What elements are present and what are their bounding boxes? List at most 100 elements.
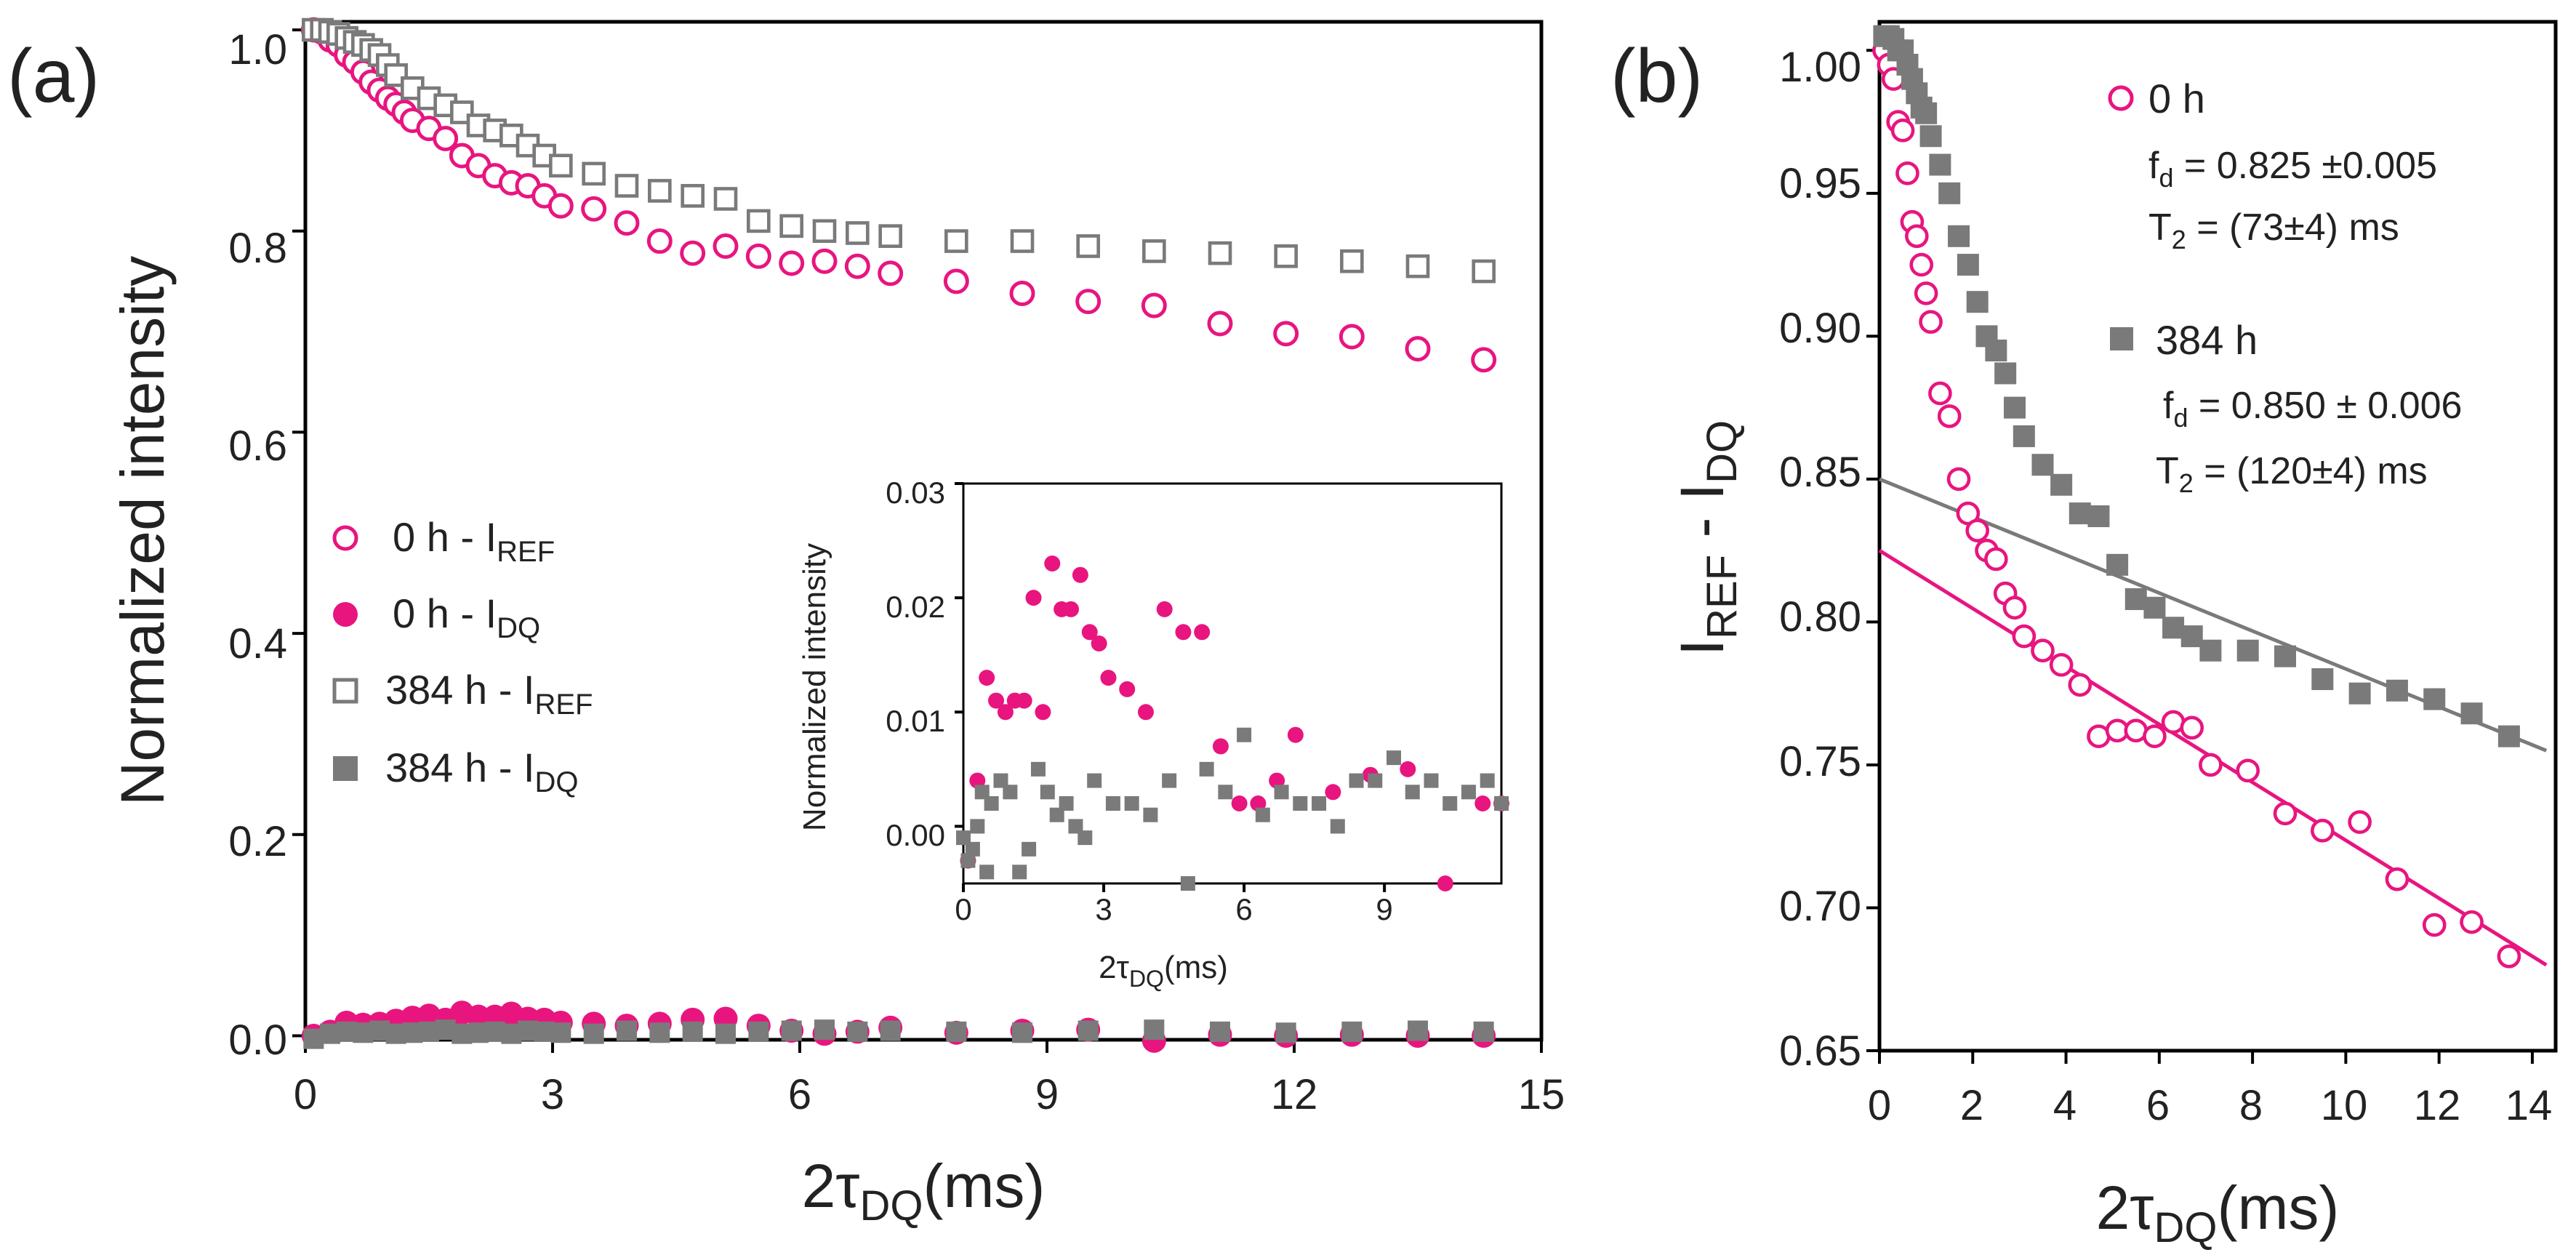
data-point-open-circle: [2199, 753, 2223, 777]
data-point-open-circle: [1075, 289, 1102, 315]
inset-x-tick-label: 0: [955, 892, 971, 926]
data-point-filled-square: [2311, 668, 2334, 691]
data-point-open-circle: [547, 193, 574, 219]
y-tick-label: 0.2: [228, 818, 287, 865]
data-point-open-circle: [1895, 161, 1919, 185]
data-point-filled-circle: [1025, 590, 1042, 606]
data-point-open-circle: [2012, 624, 2037, 649]
data-point-filled-circle: [1175, 624, 1192, 641]
y-axis-title-b: IREF - IDQ: [1668, 420, 1746, 656]
data-point-filled-square: [814, 1019, 835, 1041]
y-tick-label: 0.95: [1779, 160, 1861, 207]
data-point-filled-circle: [1325, 784, 1341, 801]
legend-label: 384 h - IREF: [385, 667, 593, 721]
data-point-filled-square: [979, 865, 995, 880]
fd-annotation-0h: fd = 0.825 ±0.005: [2148, 145, 2437, 193]
inset-y-tick-label: 0.00: [886, 818, 945, 852]
data-point-filled-square: [1274, 785, 1289, 800]
inset-x-tick-label: 6: [1235, 892, 1252, 926]
data-point-filled-square: [970, 819, 985, 834]
x-tick-label: 15: [1518, 1071, 1565, 1118]
data-point-open-square: [1208, 241, 1232, 265]
x-tick-label: 3: [541, 1071, 564, 1118]
data-point-open-circle: [1937, 404, 1962, 428]
data-point-filled-square: [2423, 688, 2446, 710]
data-point-open-circle: [1009, 281, 1035, 306]
y-tick-label: 1.0: [228, 26, 287, 73]
data-point-open-square: [1340, 249, 1364, 273]
data-point-filled-square: [550, 1022, 571, 1043]
data-point-open-circle: [2422, 913, 2447, 937]
data-point-open-square: [812, 219, 837, 244]
data-point-open-circle: [680, 240, 706, 266]
y-tick-label: 0.65: [1779, 1027, 1861, 1075]
data-point-open-circle: [1946, 467, 1971, 492]
data-point-open-circle: [943, 268, 969, 294]
x-axis-title-b: 2τDQ(ms): [2096, 1174, 2340, 1251]
data-point-filled-circle: [1072, 566, 1088, 583]
data-point-open-circle: [1905, 224, 1929, 249]
data-point-filled-square: [1078, 1020, 1099, 1041]
legend-marker-open-circle: [2108, 85, 2134, 111]
x-tick-label: 6: [2146, 1082, 2170, 1129]
data-point-filled-square: [1929, 153, 1951, 176]
data-point-filled-square: [2004, 396, 2026, 419]
data-point-filled-square: [2013, 425, 2035, 447]
data-point-filled-square: [2069, 502, 2091, 525]
x-tick-label: 10: [2321, 1082, 2368, 1129]
data-point-open-circle: [1141, 292, 1167, 318]
y-tick-label: 1.00: [1779, 44, 1861, 91]
data-point-filled-square: [1443, 796, 1458, 811]
data-point-open-circle: [713, 233, 739, 259]
data-point-filled-circle: [1400, 761, 1416, 777]
x-tick-label: 8: [2239, 1082, 2263, 1129]
data-point-open-circle: [878, 260, 904, 286]
data-point-filled-circle: [1044, 556, 1061, 572]
data-point-open-circle: [1965, 518, 1989, 542]
data-point-filled-square: [1180, 876, 1195, 891]
data-point-open-circle: [1914, 281, 1938, 305]
data-point-filled-circle: [969, 772, 986, 789]
data-point-filled-circle: [1287, 726, 1304, 743]
data-point-filled-circle: [979, 670, 995, 686]
x-tick-label: 2: [1960, 1082, 1983, 1129]
series-b: [1872, 25, 2521, 969]
data-point-filled-square: [1985, 340, 2007, 362]
data-point-filled-square: [1948, 225, 1970, 247]
data-point-filled-square: [2497, 725, 2520, 747]
data-point-filled-square: [617, 1020, 637, 1041]
data-point-filled-square: [2031, 454, 2054, 476]
y-tick-label: 0.80: [1779, 593, 1861, 641]
data-point-filled-square: [2386, 679, 2408, 702]
data-point-filled-circle: [1100, 670, 1117, 686]
panel-a-label: (a): [7, 34, 100, 119]
plot-a-frame: [303, 20, 1544, 1042]
data-point-filled-square: [847, 1021, 868, 1042]
data-point-open-circle: [614, 210, 640, 236]
x-tick-label: 6: [788, 1071, 811, 1118]
data-point-filled-square: [1473, 1021, 1494, 1042]
data-point-filled-square: [1210, 1021, 1230, 1042]
data-point-filled-square: [1040, 785, 1055, 800]
y-axis-title-a: Normalized intensity: [108, 256, 177, 806]
legend-label: 384 h - IDQ: [385, 745, 578, 798]
data-point-filled-square: [1312, 796, 1327, 811]
data-point-filled-square: [974, 785, 990, 800]
data-point-filled-square: [1275, 1022, 1296, 1043]
data-point-filled-square: [1424, 773, 1439, 788]
y-tick-label: 0.4: [228, 620, 287, 667]
data-point-filled-square: [1341, 1021, 1363, 1042]
x-tick-label: 12: [1271, 1071, 1318, 1118]
legend-label: 0 h - IDQ: [393, 590, 540, 644]
data-point-filled-square: [2050, 473, 2073, 496]
data-point-open-square: [648, 179, 672, 203]
data-point-filled-square: [2087, 505, 2110, 527]
data-point-open-square: [582, 161, 606, 186]
data-point-filled-square: [781, 1020, 802, 1041]
data-point-filled-square: [1293, 796, 1308, 811]
data-point-open-circle: [844, 253, 870, 279]
plot-b-frame: [1877, 20, 2558, 1053]
data-point-open-circle: [2385, 867, 2410, 891]
data-point-filled-square: [1012, 1022, 1032, 1043]
data-point-filled-circle: [1156, 601, 1173, 617]
